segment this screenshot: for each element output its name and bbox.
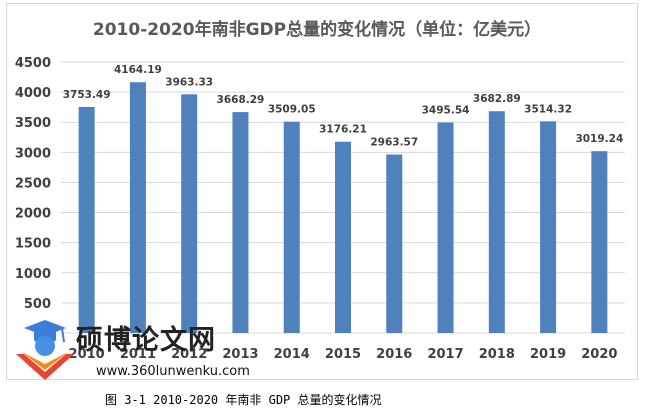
- x-tick-label: 2015: [325, 347, 361, 362]
- y-axis: 500 1000 1500 2000 2500 3000 3500 4000 4500: [15, 56, 51, 312]
- x-tick-label: 2012: [171, 347, 207, 362]
- bars: [78, 82, 608, 334]
- gdp-bar-chart: 2010-2020年南非GDP总量的变化情况（单位：亿美元） 500 1000 15…: [15, 19, 625, 362]
- y-tick-label: 2000: [15, 207, 51, 222]
- data-label: 2963.57: [370, 137, 418, 149]
- y-tick-label: 3000: [15, 146, 51, 161]
- y-tick-label: 1500: [15, 237, 51, 252]
- x-tick-label: 2010: [69, 347, 105, 362]
- y-tick-label: 3500: [15, 116, 51, 131]
- data-label: 3495.54: [422, 104, 470, 116]
- data-label: 3019.24: [575, 133, 623, 145]
- bar: [591, 151, 608, 333]
- bar: [78, 106, 95, 334]
- data-label: 3509.05: [268, 104, 316, 116]
- bar: [181, 94, 198, 333]
- x-tick-label: 2019: [530, 347, 566, 362]
- watermark-url: www.360lunwenku.com: [96, 364, 250, 379]
- bar: [283, 121, 300, 333]
- chart-frame: 2010-2020年南非GDP总量的变化情况（单位：亿美元） 500 1000 15…: [6, 3, 638, 380]
- x-tick-label: 2020: [581, 347, 617, 362]
- x-tick-label: 2014: [274, 347, 310, 362]
- data-label: 3963.33: [165, 76, 213, 88]
- bar: [386, 154, 403, 333]
- x-tick-label: 2018: [479, 347, 515, 362]
- x-tick-label: 2013: [222, 347, 258, 362]
- y-tick-label: 500: [24, 297, 51, 312]
- watermark-text: 硕博论文网: [76, 325, 216, 356]
- graduation-cap-logo-icon: [16, 320, 74, 380]
- x-tick-label: 2017: [427, 347, 463, 362]
- data-label: 3753.49: [63, 89, 111, 101]
- y-tick-label: 4000: [15, 86, 51, 101]
- data-label: 3514.32: [524, 103, 572, 115]
- x-axis: 2010 2011 2012 2013 2014 2015 2016 2017 2018 2019…: [69, 347, 618, 362]
- bar: [437, 122, 454, 333]
- bar: [129, 82, 146, 333]
- data-label: 3176.21: [319, 124, 367, 136]
- chart-title: 2010-2020年南非GDP总量的变化情况（单位：亿美元）: [93, 19, 541, 40]
- data-label: 3668.29: [217, 94, 265, 106]
- y-tick-label: 1000: [15, 267, 51, 282]
- figure-caption: 图 3-1 2010-2020 年南非 GDP 总量的变化情况: [105, 393, 382, 407]
- data-label: 4164.19: [114, 64, 162, 76]
- watermark: 硕博论文网 www.360lunwenku.com: [12, 318, 262, 388]
- y-tick-label: 2500: [15, 176, 51, 191]
- bar: [335, 141, 351, 333]
- x-tick-label: 2016: [376, 347, 412, 362]
- bar: [540, 121, 557, 334]
- y-tick-label: 4500: [15, 56, 51, 71]
- data-label: 3682.89: [473, 93, 521, 105]
- x-tick-label: 2011: [120, 347, 156, 362]
- bar: [488, 111, 505, 333]
- bar: [232, 112, 249, 333]
